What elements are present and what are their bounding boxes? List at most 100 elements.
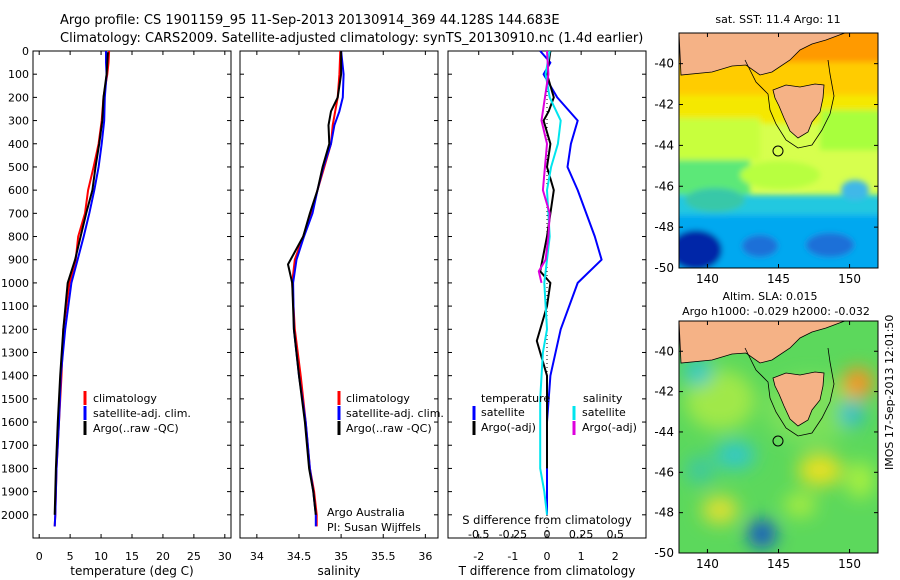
depth-tick-label: 800 — [8, 231, 29, 244]
imos-timestamp: IMOS 17-Sep-2013 12:01:50 — [883, 315, 896, 470]
depth-tick-label: 400 — [8, 138, 29, 151]
series-line-argo-raw-qc- — [53, 52, 109, 515]
x-tick-label: 10 — [94, 550, 108, 563]
x2-tick-label: -0.25 — [499, 528, 527, 541]
sst-map — [679, 33, 878, 268]
legend-label: satellite-adj. clim. — [346, 407, 444, 420]
sla-patch — [846, 462, 874, 498]
depth-tick-label: 1700 — [1, 439, 29, 452]
salinity-panel-frame — [239, 50, 439, 539]
x2-tick-label: -0.5 — [468, 528, 489, 541]
depth-tick-label: 1500 — [1, 393, 29, 406]
sst-cold-patch — [679, 230, 722, 268]
depth-tick-label: 600 — [8, 184, 29, 197]
map-y-tick-label: -40 — [654, 57, 674, 71]
x2-tick-label: 0.25 — [569, 528, 594, 541]
map-y-tick-label: -48 — [654, 506, 674, 520]
sla-warm-eddy — [843, 368, 873, 398]
temperature-xlabel: temperature (deg C) — [70, 564, 193, 578]
map-x-tick-label: 140 — [696, 557, 719, 571]
legend-label: Argo(-adj) — [582, 421, 637, 434]
sla-argo-marker — [772, 435, 784, 447]
sst-map-axes: 140 145 150 -40 -42 -44 -46 -48 -50 — [654, 33, 878, 286]
sst-cold-patch — [742, 235, 778, 257]
sst-cool-patch — [841, 180, 869, 200]
sla-map — [679, 321, 878, 553]
sla-warm-eddy — [798, 454, 842, 486]
x-tick-label: 34 — [250, 550, 264, 563]
x-tick-label: 15 — [125, 550, 139, 563]
legend-title-temperature: temperature — [481, 392, 550, 405]
series-line-climatology — [53, 50, 111, 527]
x-tick-label: 36 — [418, 550, 432, 563]
x-tick-label: 35 — [334, 550, 348, 563]
sst-shelf-contour — [744, 59, 835, 149]
map-y-tick-label: -46 — [654, 179, 674, 193]
x-tick-label: 0 — [544, 550, 551, 563]
salinity-legend: climatology satellite-adj. clim. Argo(..… — [327, 391, 444, 534]
sst-band-lime — [679, 118, 760, 160]
depth-axis: 0 100 200 300 400 500 600 700 800 900 1000 1100 1200… — [1, 45, 29, 522]
depth-tick-label: 500 — [8, 161, 29, 174]
diff-t-xlabel: T difference from climatology — [458, 564, 636, 578]
temperature-legend: climatology satellite-adj. clim. Argo(..… — [83, 391, 191, 435]
sst-lime-patch — [740, 161, 820, 189]
mainland-australia — [679, 33, 846, 76]
map-y-tick-label: -44 — [654, 138, 674, 152]
salinity-plot: 34 34.5 35 35.5 36 — [240, 50, 438, 563]
legend-label: satellite — [582, 406, 626, 419]
map-y-tick-label: -40 — [654, 344, 674, 358]
depth-tick-label: 1100 — [1, 300, 29, 313]
depth-tick-label: 1200 — [1, 323, 29, 336]
x-tick-label: -2 — [473, 550, 484, 563]
series-line-satellite-adj-clim- — [292, 50, 345, 527]
map-y-tick-label: -48 — [654, 220, 674, 234]
x-tick-label: 5 — [67, 550, 74, 563]
series-line-sal-argo — [537, 50, 551, 284]
depth-tick-label: 100 — [8, 68, 29, 81]
series-line-sal-satellite — [539, 50, 562, 515]
legend-title-salinity: salinity — [583, 392, 623, 405]
tasmania — [772, 83, 825, 139]
depth-tick-label: 700 — [8, 207, 29, 220]
x-tick-label: 30 — [218, 550, 232, 563]
series-line-argo-raw-qc- — [287, 51, 343, 515]
sla-cold-eddy — [748, 520, 776, 548]
sst-teal-patch — [685, 188, 745, 212]
sla-patch — [784, 493, 816, 517]
x2-tick-label: 0 — [544, 528, 551, 541]
legend-label: satellite-adj. clim. — [93, 407, 191, 420]
x-tick-label: 0 — [36, 550, 43, 563]
series-line-satellite-adj-clim- — [53, 51, 108, 527]
series-line-climatology — [291, 50, 342, 527]
header-line-2: Climatology: CARS2009. Satellite-adjuste… — [60, 31, 643, 46]
depth-tick-label: 200 — [8, 91, 29, 104]
map-x-tick-label: 145 — [767, 557, 790, 571]
depth-tick-label: 1900 — [1, 486, 29, 499]
difference-plot: -2 -1 0 1 2 -0.5 -0.25 0 0.25 0.5 — [448, 50, 646, 563]
sst-band-lime2 — [820, 110, 878, 150]
depth-tick-label: 1300 — [1, 346, 29, 359]
depth-tick-label: 0 — [22, 45, 29, 58]
map-y-tick-label: -50 — [654, 261, 674, 275]
x-tick-label: 25 — [187, 550, 201, 563]
sst-argo-marker — [772, 145, 784, 157]
sla-map-title: Altim. SLA: 0.015 — [722, 290, 817, 303]
map-y-tick-label: -50 — [654, 546, 674, 560]
x-tick-label: 35.5 — [371, 550, 396, 563]
legend-label: satellite — [481, 406, 525, 419]
legend-label: climatology — [346, 392, 410, 405]
x2-tick-label: 0.5 — [607, 528, 625, 541]
temperature-panel-frame — [32, 50, 232, 539]
depth-tick-label: 300 — [8, 115, 29, 128]
sla-warm-eddy — [702, 496, 738, 524]
x-tick-label: 2 — [612, 550, 619, 563]
legend-label: Argo(-adj) — [481, 421, 536, 434]
map-x-tick-label: 145 — [767, 272, 790, 286]
x-tick-label: 1 — [578, 550, 585, 563]
legend-label: Argo(..raw -QC) — [93, 422, 179, 435]
depth-tick-label: 900 — [8, 254, 29, 267]
salinity-xlabel: salinity — [317, 564, 360, 578]
depth-tick-label: 1800 — [1, 462, 29, 475]
